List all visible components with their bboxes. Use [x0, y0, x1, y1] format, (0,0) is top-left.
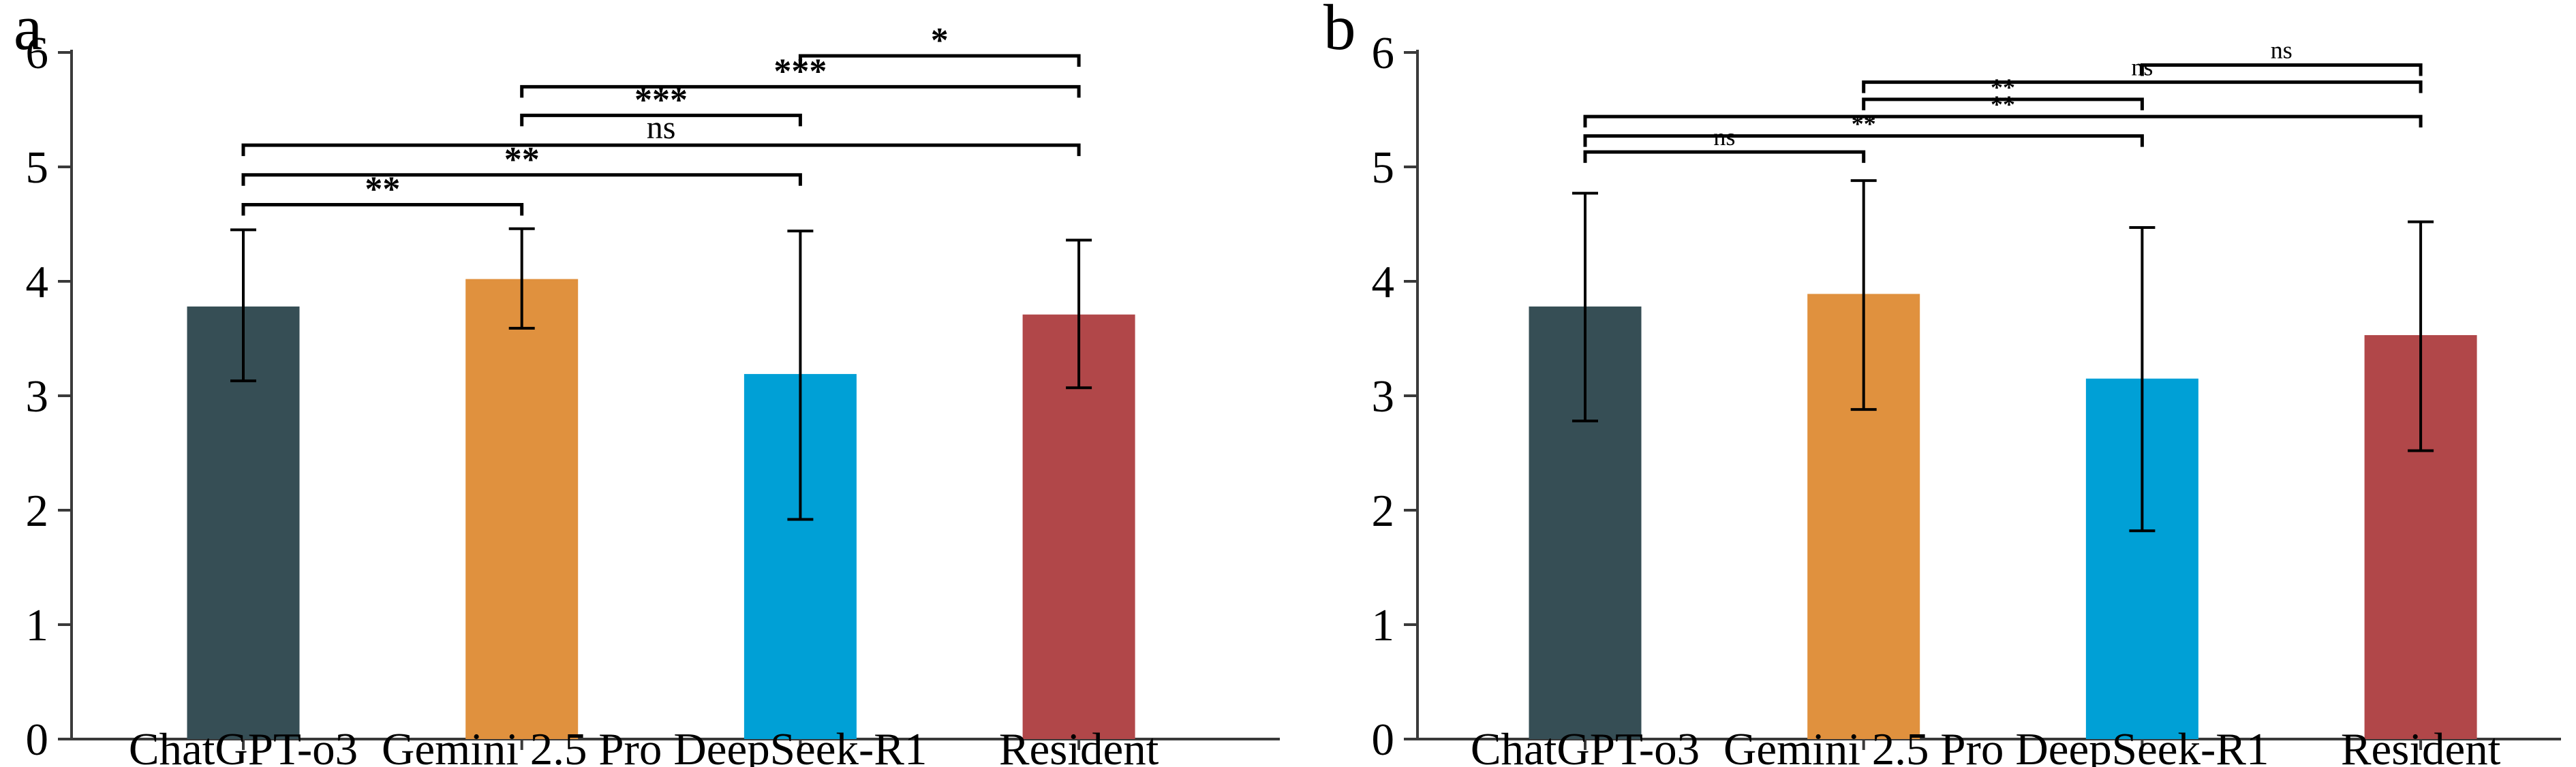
panel-a: 0 1 2 3 4 5 6 ChatGPT-o3 Gemini 2.5 Pro DeepSeek-… [26, 21, 1280, 767]
panel-b-ytick-label-1: 1 [1372, 600, 1395, 651]
panel-a-category-label-gemini-2-5-pro: Gemini 2.5 Pro [382, 724, 662, 767]
panel-b-sig-chatgpt-o3-vs-deepseek-r1-bracket [1583, 134, 2144, 147]
panel-b-ytick-label-4: 4 [1372, 257, 1395, 307]
panel-b-sig-gemini-2-5-pro-vs-resident-bracket [1862, 80, 2423, 93]
panel-a-sig-gemini-2-5-pro-vs-resident-bracket [520, 84, 1081, 98]
panel-b-ytick-label-2: 2 [1372, 486, 1395, 536]
panel-a-category-label-deepseek-r1: DeepSeek-R1 [673, 724, 927, 767]
panel-b-category-label-deepseek-r1: DeepSeek-R1 [2015, 724, 2269, 767]
panel-b-sig-deepseek-r1-vs-resident-label: ns [2271, 36, 2293, 63]
panel-a-ytick-label-0: 0 [26, 715, 49, 765]
panel-b-ytick-label-6: 6 [1372, 28, 1395, 78]
panel-b-sig-deepseek-r1-vs-resident-bracket [2140, 63, 2423, 76]
panel-b-sig-chatgpt-o3-vs-deepseek-r1-label: ** [1852, 110, 1876, 138]
panel-a-letter: a [14, 0, 42, 63]
panel-b: 0 1 2 3 4 5 6 ChatGPT-o3 Gemini 2.5 Pro DeepSeek-… [1372, 28, 2561, 767]
panel-b-sig-chatgpt-o3-vs-resident-label: ** [1991, 91, 2015, 118]
panel-b-category-label-gemini-2-5-pro: Gemini 2.5 Pro [1723, 724, 2004, 767]
panel-b-sig-chatgpt-o3-vs-resident-bracket [1583, 114, 2423, 128]
panel-a-sig-chatgpt-o3-vs-gemini-2-5-pro-bracket [241, 202, 524, 216]
panel-a-ytick-label-4: 4 [26, 257, 49, 307]
panel-a-bar-gemini-2-5-pro [465, 279, 579, 739]
panel-a-category-label-resident: Resident [999, 724, 1159, 767]
panel-a-ytick-label-1: 1 [26, 600, 49, 651]
panel-a-sig-gemini-2-5-pro-vs-deepseek-r1-bracket [520, 113, 802, 127]
panel-a-ytick-label-3: 3 [26, 371, 49, 422]
panel-a-sig-deepseek-r1-vs-resident-label: * [931, 21, 949, 60]
panel-a-ytick-label-2: 2 [26, 486, 49, 536]
panel-a-category-label-chatgpt-o3: ChatGPT-o3 [129, 724, 358, 767]
panel-b-sig-chatgpt-o3-vs-gemini-2-5-pro-bracket [1583, 150, 1866, 163]
panel-b-ytick-label-5: 5 [1372, 142, 1395, 193]
panel-b-category-label-chatgpt-o3: ChatGPT-o3 [1471, 724, 1700, 767]
panel-a-sig-chatgpt-o3-vs-resident-bracket [241, 143, 1081, 157]
panel-b-letter: b [1323, 0, 1356, 63]
panel-b-ytick-label-0: 0 [1372, 715, 1395, 765]
panel-b-sig-gemini-2-5-pro-vs-deepseek-r1-label: ** [1991, 74, 2015, 101]
panel-a-sig-chatgpt-o3-vs-deepseek-r1-bracket [241, 173, 802, 186]
panel-a-ytick-label-6: 6 [26, 28, 49, 78]
panel-a-sig-deepseek-r1-vs-resident-bracket [798, 54, 1081, 67]
panel-a-ytick-label-5: 5 [26, 142, 49, 193]
panel-b-category-label-resident: Resident [2341, 724, 2501, 767]
panel-b-ytick-label-3: 3 [1372, 371, 1395, 422]
panel-b-sig-gemini-2-5-pro-vs-deepseek-r1-bracket [1862, 97, 2144, 110]
